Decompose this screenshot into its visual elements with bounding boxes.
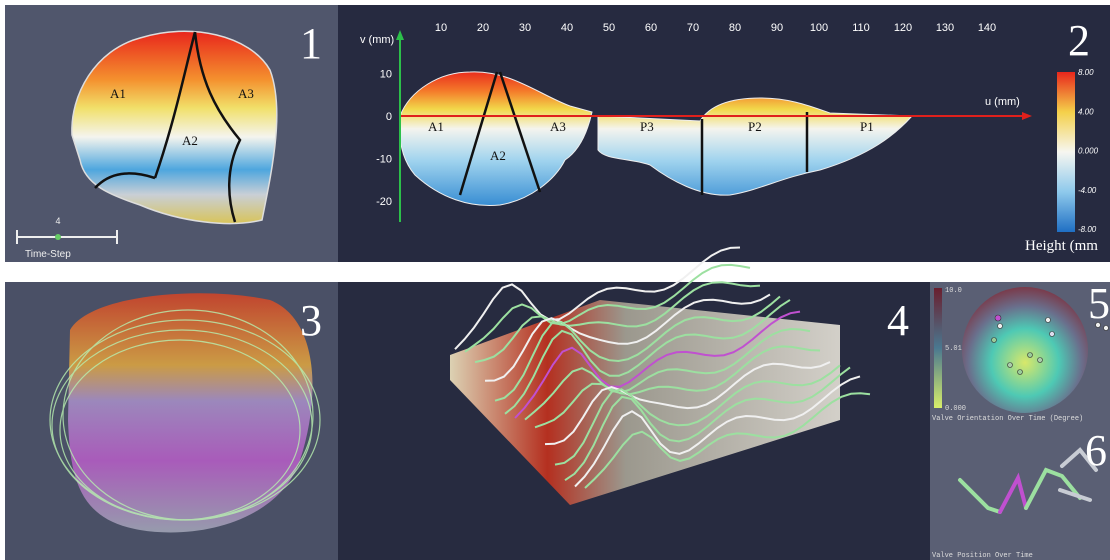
u-tick-label: 120 [894, 22, 912, 34]
u-tick-label: 70 [687, 22, 699, 34]
orientation-disc [962, 287, 1088, 413]
u-tick-label: 50 [603, 22, 615, 34]
leaflet-label: A1 [110, 86, 126, 101]
flattened-map: u (mm) v (mm) A1 A2 A3 P3 P2 P1 Height (… [360, 22, 1099, 254]
panel-caption: Valve Orientation Over Time (Degree) [932, 415, 1083, 423]
v-tick-label: -10 [376, 154, 392, 166]
profile-line [464, 263, 751, 353]
u-tick-label: 10 [435, 22, 447, 34]
profile-line [494, 295, 781, 402]
u-tick-label: 140 [978, 22, 996, 34]
v-axis-arrow [396, 30, 404, 40]
slider-handle[interactable] [55, 234, 61, 240]
segment-label: A2 [490, 148, 506, 163]
colorbar-tick: -4.00 [1078, 186, 1097, 195]
v-tick-label: 10 [380, 69, 392, 81]
time-step-value: 4 [55, 216, 60, 226]
valve-over-time [68, 293, 313, 533]
segment-label: P2 [748, 119, 762, 134]
posterior-leaflet [597, 97, 914, 196]
colorbar-tick: -8.00 [1078, 225, 1097, 234]
profile-line [504, 299, 791, 415]
time-step-label: Time-Step [25, 249, 71, 260]
u-axis-label: u (mm) [985, 96, 1020, 108]
surface [450, 300, 840, 505]
colorbar-tick: 0.000 [945, 405, 966, 413]
leaflet-borders [94, 31, 242, 223]
segment-label: A3 [550, 119, 566, 134]
anterior-leaflet [399, 71, 593, 207]
v-tick-label: -20 [376, 196, 392, 208]
profile-line [564, 366, 851, 482]
colorbar-tick: 4.00 [1078, 107, 1094, 116]
surface-profiles [450, 246, 871, 505]
segment-label: P1 [860, 119, 874, 134]
profile-line [474, 281, 761, 364]
panel-number: 2 [1068, 16, 1090, 65]
colorbar-label: Height (mm [1025, 238, 1098, 254]
profile-line [484, 293, 771, 382]
orientation-colorbar [934, 288, 942, 408]
profile-line [584, 392, 871, 489]
u-tick-label: 100 [810, 22, 828, 34]
valve-surface [71, 30, 278, 225]
profile-line [554, 364, 841, 466]
u-tick-label: 30 [519, 22, 531, 34]
profile-line [514, 310, 801, 419]
u-tick-label: 130 [936, 22, 954, 34]
u-tick-label: 80 [729, 22, 741, 34]
panel-number: 4 [887, 296, 909, 345]
leaflet-label: A2 [182, 133, 198, 148]
u-tick-label: 90 [771, 22, 783, 34]
segment-label: P3 [640, 119, 654, 134]
v-axis-label: v (mm) [360, 34, 394, 46]
colorbar-tick: 0.000 [1078, 147, 1099, 156]
colorbar-tick: 10.0 [945, 287, 962, 295]
profile-line [454, 246, 741, 350]
profile-line [574, 375, 861, 488]
profile-line [524, 327, 811, 421]
panel-number: 5 [1088, 279, 1110, 328]
panel-number: 6 [1085, 426, 1107, 475]
orientation-points [991, 314, 1109, 375]
profile-line [534, 345, 821, 429]
segment-label: A1 [428, 119, 444, 134]
u-tick-label: 20 [477, 22, 489, 34]
colorbar-tick: 8.00 [1078, 68, 1094, 77]
leaflet-label: A3 [238, 86, 254, 101]
u-axis-arrow [1022, 112, 1032, 120]
profile-line [544, 361, 831, 446]
panel-number: 3 [300, 296, 322, 345]
u-tick-label: 40 [561, 22, 573, 34]
panel-number: 1 [300, 19, 322, 68]
u-tick-label: 60 [645, 22, 657, 34]
u-tick-label: 110 [852, 22, 870, 34]
colorbar-tick: 5.01 [945, 345, 962, 353]
colorbar [1057, 72, 1075, 232]
position-trace [958, 447, 1098, 514]
segment-borders [458, 71, 809, 196]
panel-caption: Valve Position Over Time [932, 552, 1033, 560]
v-tick-label: 0 [386, 111, 392, 123]
annulus-rings [49, 309, 321, 521]
